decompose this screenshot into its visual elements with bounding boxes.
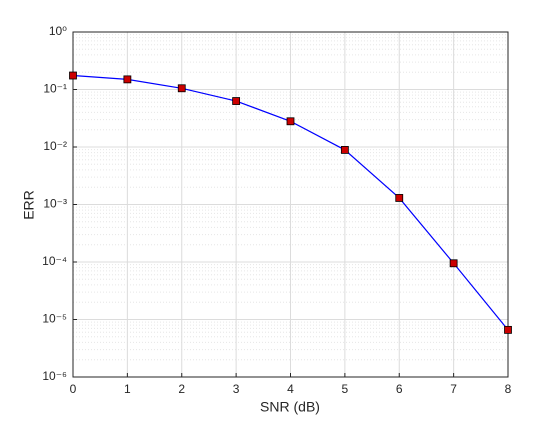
x-tick-label: 5 — [342, 382, 349, 396]
y-tick-label: 10⁻² — [43, 139, 67, 153]
y-tick-label: 10⁰ — [49, 24, 67, 38]
data-point — [177, 84, 186, 93]
data-point — [340, 146, 349, 154]
x-tick-label: 6 — [396, 382, 403, 396]
data-point — [395, 194, 404, 202]
x-tick-label: 8 — [505, 382, 512, 396]
y-tick-label: 10⁻⁶ — [42, 369, 67, 383]
data-point — [286, 117, 295, 126]
y-tick-label: 10⁻⁵ — [42, 312, 67, 326]
data-point — [449, 259, 458, 268]
data-point — [504, 325, 512, 334]
x-tick-label: 3 — [233, 382, 240, 396]
x-tick-label: 1 — [124, 382, 131, 396]
data-point — [232, 97, 241, 105]
data-point — [69, 71, 77, 80]
y-tick-label: 10⁻¹ — [43, 82, 67, 96]
x-tick-label: 7 — [450, 382, 457, 396]
y-tick-label: 10⁻³ — [43, 197, 67, 211]
x-tick-label: 4 — [287, 382, 294, 396]
x-axis-label: SNR (dB) — [260, 399, 320, 415]
data-point — [123, 75, 132, 84]
x-tick-label: 2 — [178, 382, 185, 396]
x-tick-label: 0 — [70, 382, 77, 396]
y-axis-label: ERR — [21, 190, 37, 220]
y-tick-label: 10⁻⁴ — [42, 254, 67, 268]
plot-frame — [72, 31, 509, 378]
